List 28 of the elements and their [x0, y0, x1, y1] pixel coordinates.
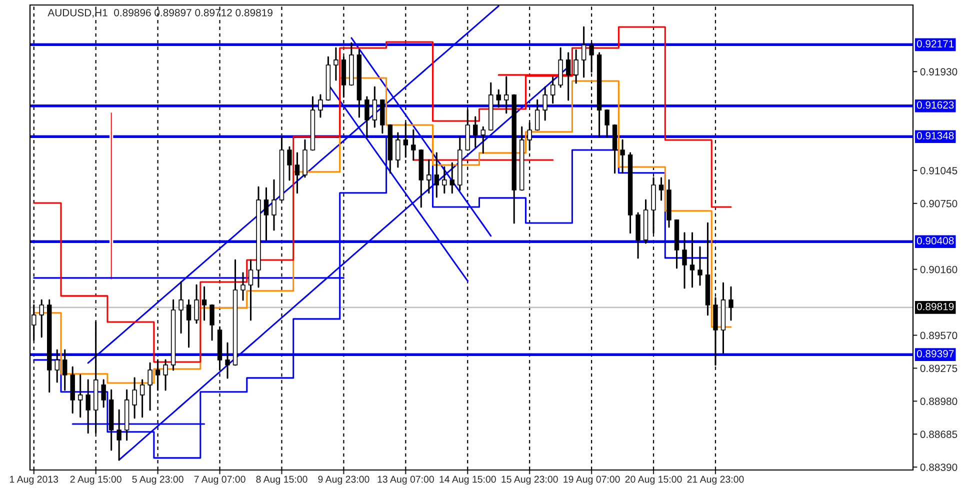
y-tick-label: 0.90750	[920, 200, 958, 208]
x-tick-label: 7 Aug 07:00	[194, 476, 246, 485]
ref-line-label: 0.91348	[916, 132, 954, 140]
y-tick-label: 0.88390	[920, 464, 958, 471]
ref-line-label: 0.91623	[916, 101, 954, 109]
ref-line-label: 0.92171	[916, 40, 954, 48]
x-tick-label: 15 Aug 23:00	[502, 476, 558, 485]
x-tick-label: 8 Aug 15:00	[256, 476, 308, 485]
x-tick-label: 21 Aug 23:00	[687, 476, 744, 485]
x-tick-label: 1 Aug 2013	[10, 476, 58, 485]
x-tick-label: 13 Aug 07:00	[378, 476, 434, 485]
y-tick-label: 0.91930	[920, 68, 958, 76]
x-tick-label: 5 Aug 23:00	[132, 476, 184, 485]
ref-line-label: 0.90408	[916, 237, 954, 244]
x-tick-label: 20 Aug 15:00	[625, 476, 682, 485]
ref-line-label: 0.89397	[916, 350, 954, 358]
y-tick-label: 0.89570	[920, 332, 958, 340]
x-tick-label: 9 Aug 23:00	[318, 476, 370, 485]
y-tick-label: 0.89275	[920, 364, 958, 372]
y-tick-label: 0.88980	[920, 398, 958, 406]
x-tick-label: 19 Aug 07:00	[564, 476, 620, 485]
x-tick-label: 14 Aug 15:00	[440, 476, 496, 485]
y-tick-label: 0.90160	[920, 266, 958, 274]
x-tick-label: 2 Aug 15:00	[70, 476, 122, 485]
chart-title: AUDUSD,H1 0.89896 0.89897 0.89712 0.89819	[48, 8, 272, 18]
y-tick-label: 0.91045	[920, 166, 958, 174]
y-tick-label: 0.88685	[920, 430, 958, 438]
ref-line-label: 0.89819	[916, 302, 954, 310]
